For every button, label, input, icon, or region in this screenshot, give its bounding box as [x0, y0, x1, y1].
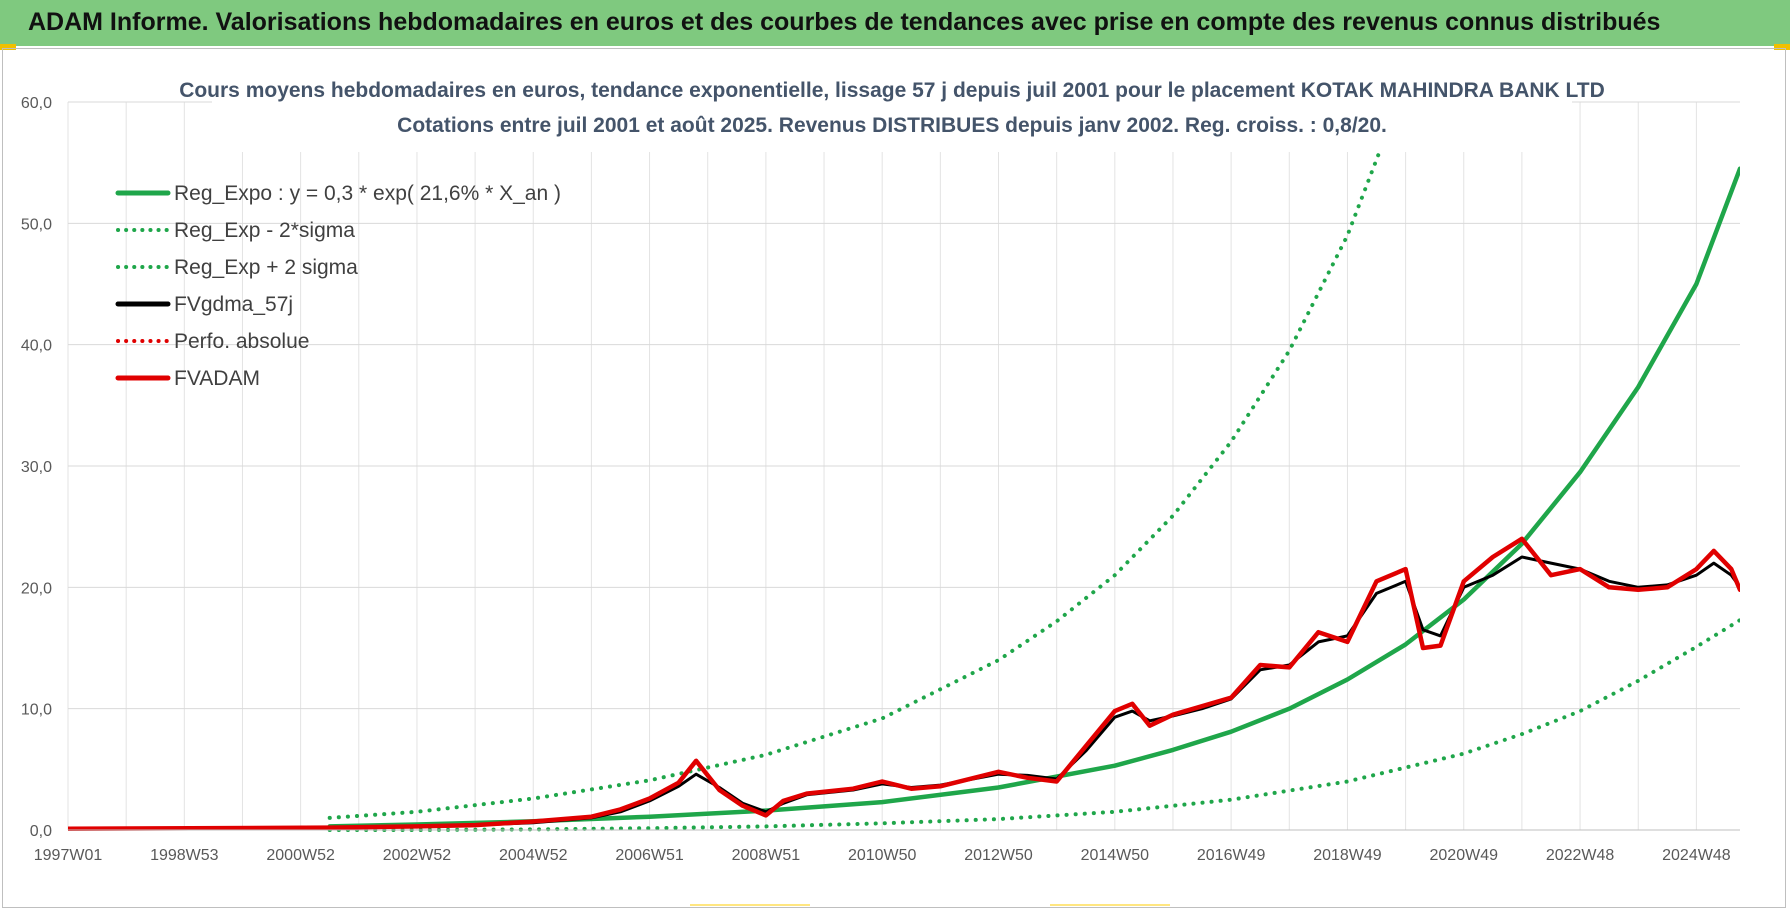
x-tick-label: 2008W51	[732, 847, 801, 864]
chart-title: Cours moyens hebdomadaires en euros, ten…	[179, 79, 1605, 102]
series-layer	[68, 142, 1740, 832]
chart-subtitle: Cotations entre juil 2001 et août 2025. …	[397, 114, 1387, 137]
y-tick-label: 20,0	[21, 580, 52, 597]
y-tick-label: 0,0	[30, 823, 52, 840]
legend-label-1: Reg_Exp - 2*sigma	[174, 219, 355, 242]
report-banner: ADAM Informe. Valorisations hebdomadaire…	[0, 0, 1790, 46]
grid	[67, 101, 1740, 831]
series-line-0	[327, 166, 1740, 829]
legend: Reg_Expo : y = 0,3 * exp( 21,6% * X_an )…	[115, 182, 561, 390]
legend-label-4: Perfo. absolue	[174, 330, 309, 353]
bottom-mark	[1050, 904, 1170, 906]
x-tick-label: 2014W50	[1081, 847, 1150, 864]
legend-label-5: FVADAM	[174, 367, 260, 390]
x-tick-label: 2020W49	[1430, 847, 1499, 864]
series-line-3	[68, 555, 1740, 831]
x-tick-label: 1998W53	[150, 847, 219, 864]
chart-frame	[2, 48, 1786, 908]
series-line-5	[68, 536, 1740, 832]
x-tick-label: 2022W48	[1546, 847, 1615, 864]
x-tick-label: 2006W51	[615, 847, 684, 864]
report-title: ADAM Informe. Valorisations hebdomadaire…	[28, 8, 1661, 36]
title-backdrop	[212, 72, 1572, 152]
x-tick-label: 2016W49	[1197, 847, 1266, 864]
x-tick-label: 2012W50	[964, 847, 1033, 864]
y-tick-label: 50,0	[21, 216, 52, 233]
x-tick-label: 2000W52	[266, 847, 335, 864]
y-tick-label: 40,0	[21, 338, 52, 355]
axes: 0,0 10,0 20,0 30,0 40,0 50,0 60,0 1997W01 1998W5…	[21, 95, 1740, 864]
y-tick-label: 30,0	[21, 459, 52, 476]
x-tick-label: 1997W01	[34, 847, 103, 864]
y-tick-label: 60,0	[21, 95, 52, 112]
y-tick-label: 10,0	[21, 702, 52, 719]
x-tick-label: 2004W52	[499, 847, 568, 864]
corner-mark-right	[1774, 44, 1790, 50]
x-tick-label: 2002W52	[383, 847, 452, 864]
series-line-2	[327, 142, 1385, 820]
legend-label-0: Reg_Expo : y = 0,3 * exp( 21,6% * X_an )	[174, 182, 561, 205]
x-tick-label: 2024W48	[1662, 847, 1731, 864]
x-tick-label: 2018W49	[1313, 847, 1382, 864]
corner-mark-left	[0, 44, 16, 50]
series-line-1	[327, 618, 1740, 832]
legend-label-2: Reg_Exp + 2 sigma	[174, 256, 358, 279]
x-tick-label: 2010W50	[848, 847, 917, 864]
legend-label-3: FVgdma_57j	[174, 293, 293, 316]
bottom-mark	[690, 904, 810, 906]
